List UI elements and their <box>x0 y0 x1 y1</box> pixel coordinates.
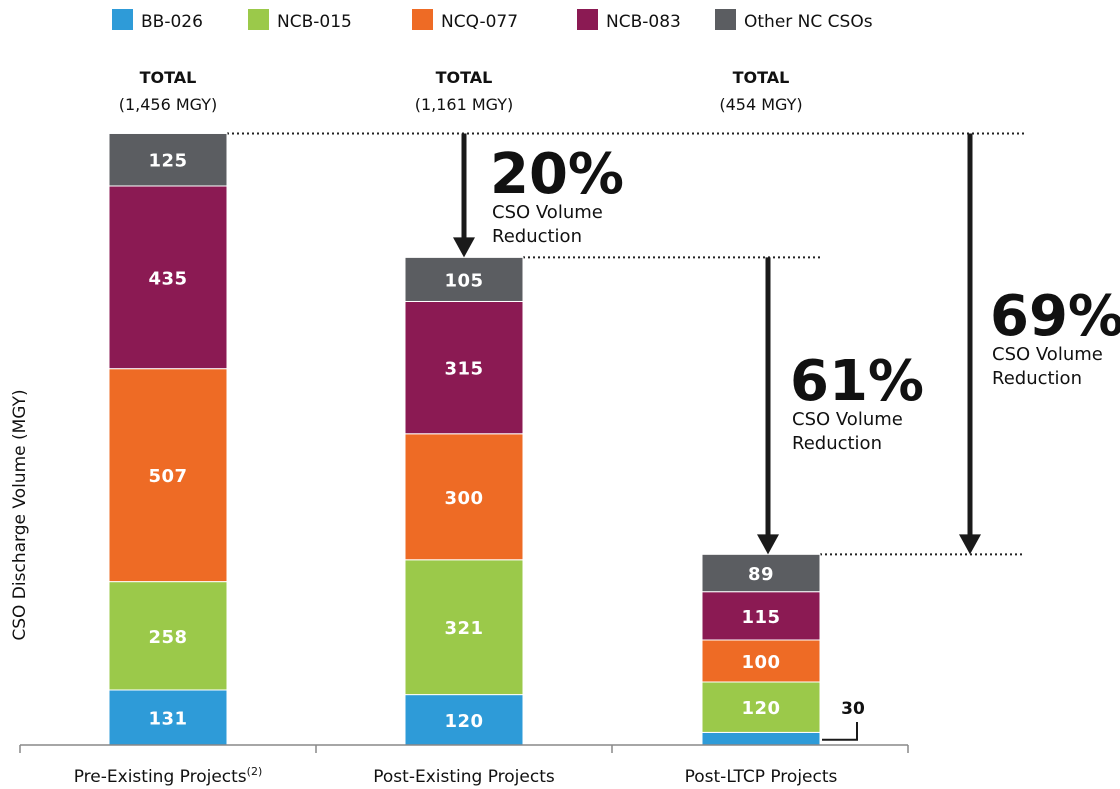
bar-segment <box>701 591 821 641</box>
bar-segment <box>701 731 821 746</box>
bar-segment <box>701 553 821 593</box>
legend-swatch-bb-026 <box>112 9 133 30</box>
legend-label: Other NC CSOs <box>744 12 873 32</box>
total-value: (454 MGY) <box>719 95 802 114</box>
total-value: (1,456 MGY) <box>119 95 218 114</box>
bar-segment <box>108 368 228 583</box>
legend: BB-026 NCB-015 NCQ-077 NCB-083 Other NC CSOs <box>112 9 873 32</box>
y-axis-label: CSO Discharge Volume (MGY) <box>10 389 30 640</box>
reduction-percent: 69% <box>990 284 1120 349</box>
bar-value-label: 258 <box>148 627 187 648</box>
bar-value-label: 120 <box>444 711 483 732</box>
reduction-percent: 20% <box>490 142 624 207</box>
total-heading: TOTAL <box>733 68 790 87</box>
bar-value-label: 120 <box>741 698 780 719</box>
total-labels: TOTAL (1,456 MGY) TOTAL (1,161 MGY) TOTAL (45… <box>119 68 803 114</box>
bar-segment <box>404 433 524 561</box>
bar-value-label: 321 <box>444 618 483 639</box>
arrow-head <box>757 534 779 555</box>
bar-value-label: 100 <box>741 652 780 673</box>
bar-value-label: 105 <box>444 270 483 291</box>
bars: 131 258 507 435 125 120 321 300 315 105 120 100 115 8… <box>108 132 821 746</box>
category-label: Post-Existing Projects <box>373 767 555 787</box>
bar-segment <box>701 639 821 683</box>
total-value: (1,161 MGY) <box>415 95 514 114</box>
bar-value-label: 89 <box>748 564 774 585</box>
x-axis: Pre-Existing Projects(2) Post-Existing Pr… <box>19 744 909 787</box>
total-heading: TOTAL <box>436 68 493 87</box>
legend-swatch-ncq-077 <box>412 9 433 30</box>
legend-swatch-other-nc-csos <box>715 9 736 30</box>
reduction-percent: 61% <box>790 349 924 414</box>
bar-segment <box>108 185 228 370</box>
total-heading: TOTAL <box>140 68 197 87</box>
callout-value: 30 <box>841 699 865 719</box>
small-segment-callout: 30 <box>822 699 865 741</box>
bar-segment <box>701 681 821 733</box>
reduction-caption-line1: CSO Volume <box>492 202 603 223</box>
bar-segment <box>404 256 524 302</box>
reference-lines <box>227 132 1025 556</box>
arrow-head <box>959 534 981 555</box>
bar-value-label: 315 <box>444 359 483 380</box>
reduction-caption-line2: Reduction <box>492 226 582 247</box>
bar-value-label: 435 <box>148 268 187 289</box>
arrow-head <box>453 237 475 258</box>
callout-leader-line <box>822 722 858 741</box>
bar-value-label: 131 <box>148 708 187 729</box>
reduction-caption-line2: Reduction <box>992 368 1082 389</box>
category-label: Pre-Existing Projects(2) <box>74 765 263 787</box>
bar-value-label: 125 <box>148 151 187 172</box>
legend-label: BB-026 <box>141 12 203 32</box>
legend-swatch-ncb-015 <box>248 9 269 30</box>
reduction-caption-line2: Reduction <box>792 433 882 454</box>
reduction-caption-line1: CSO Volume <box>992 344 1103 365</box>
bar-value-label: 300 <box>444 488 483 509</box>
bar-value-label: 115 <box>741 607 780 628</box>
bar-segment <box>404 559 524 696</box>
category-label: Post-LTCP Projects <box>685 767 838 787</box>
legend-label: NCQ-077 <box>441 12 518 32</box>
bar-segment <box>108 132 228 187</box>
bar-segment <box>404 300 524 435</box>
bar-value-label: 507 <box>148 466 187 487</box>
bar-segment <box>108 581 228 691</box>
legend-swatch-ncb-083 <box>577 9 598 30</box>
reduction-caption-line1: CSO Volume <box>792 409 903 430</box>
bar-segment <box>404 694 524 746</box>
legend-label: NCB-083 <box>606 12 681 32</box>
legend-label: NCB-015 <box>277 12 352 32</box>
